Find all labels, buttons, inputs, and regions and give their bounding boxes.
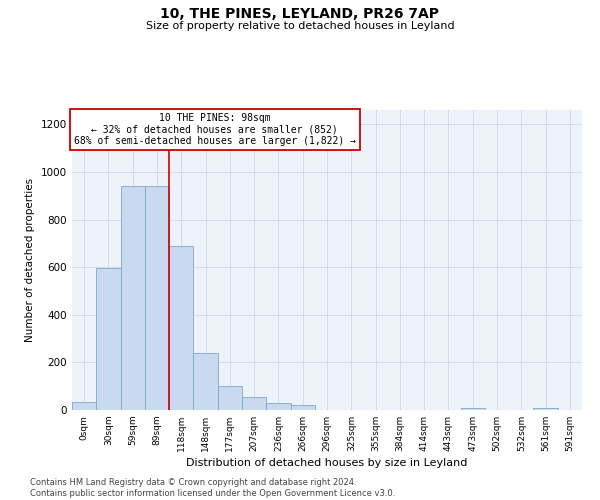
- Bar: [145, 186, 169, 410]
- Text: Distribution of detached houses by size in Leyland: Distribution of detached houses by size …: [187, 458, 467, 468]
- Text: Contains HM Land Registry data © Crown copyright and database right 2024.
Contai: Contains HM Land Registry data © Crown c…: [30, 478, 395, 498]
- Bar: [72, 402, 96, 410]
- Text: 10, THE PINES, LEYLAND, PR26 7AP: 10, THE PINES, LEYLAND, PR26 7AP: [161, 8, 439, 22]
- Y-axis label: Number of detached properties: Number of detached properties: [25, 178, 35, 342]
- Bar: [461, 408, 485, 410]
- Bar: [290, 405, 315, 410]
- Bar: [169, 246, 193, 410]
- Bar: [533, 408, 558, 410]
- Bar: [96, 268, 121, 410]
- Bar: [266, 403, 290, 410]
- Bar: [242, 397, 266, 410]
- Bar: [193, 353, 218, 410]
- Bar: [121, 186, 145, 410]
- Text: 10 THE PINES: 98sqm
← 32% of detached houses are smaller (852)
68% of semi-detac: 10 THE PINES: 98sqm ← 32% of detached ho…: [74, 113, 356, 146]
- Bar: [218, 386, 242, 410]
- Text: Size of property relative to detached houses in Leyland: Size of property relative to detached ho…: [146, 21, 454, 31]
